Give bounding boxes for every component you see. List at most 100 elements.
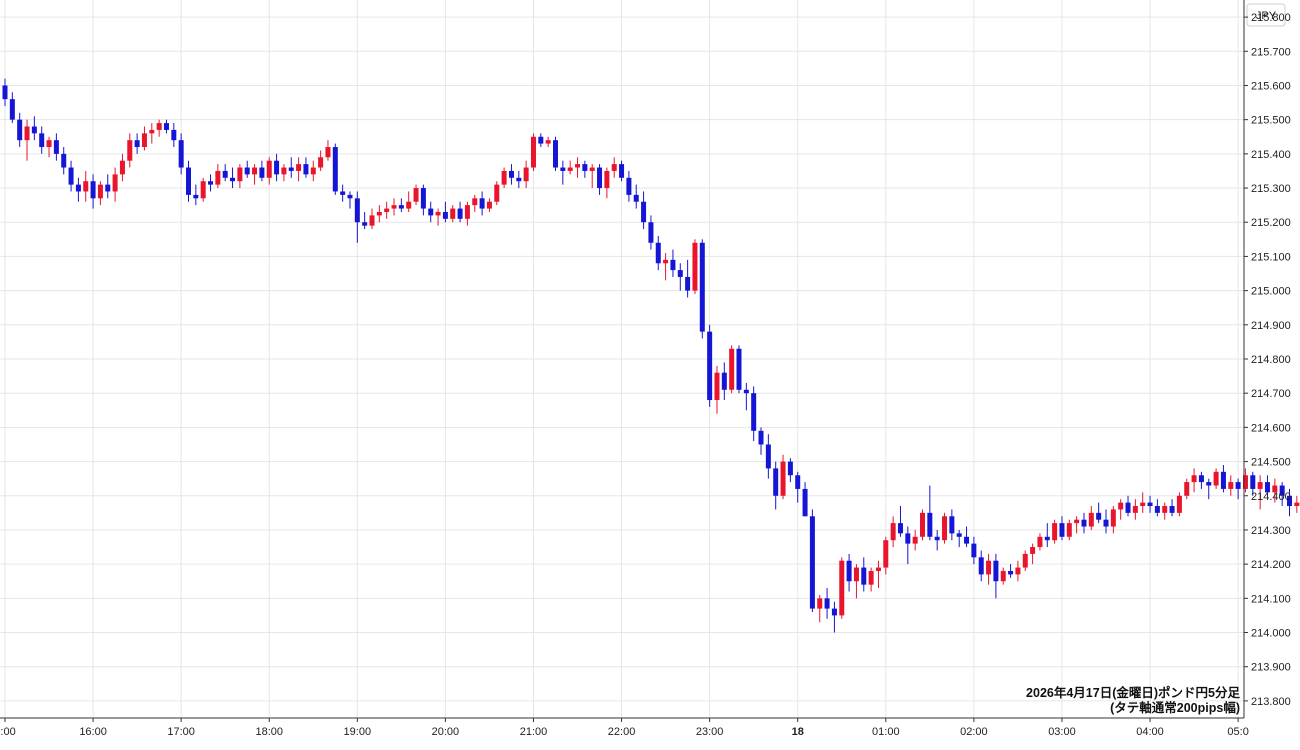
candle-body (46, 140, 52, 148)
y-tick-label: 215.100 (1251, 251, 1291, 263)
candle (1279, 482, 1285, 507)
candle (230, 167, 236, 189)
candle (611, 157, 617, 178)
candle (435, 208, 441, 226)
y-tick-label: 215.400 (1251, 149, 1291, 161)
candle-body (435, 211, 441, 216)
candle-body (75, 184, 81, 192)
candle (1242, 468, 1248, 493)
candle (1140, 492, 1146, 513)
x-tick-label: 19:00 (344, 726, 372, 738)
candle (237, 164, 243, 189)
candle-body (501, 170, 507, 185)
candle-body (809, 516, 815, 609)
candle (391, 198, 397, 216)
candle (134, 133, 140, 154)
candle-body (237, 167, 243, 182)
candle-body (523, 167, 529, 182)
candle (1147, 495, 1153, 513)
candle (964, 526, 970, 548)
candle (9, 92, 15, 124)
candle-body (743, 389, 749, 394)
candle-body (1176, 495, 1182, 513)
currency-label: JPY (1256, 10, 1277, 22)
candle (986, 553, 992, 585)
candle (736, 345, 742, 394)
candle-body (1022, 553, 1028, 568)
candle-body (428, 208, 434, 216)
candle-body (442, 211, 448, 219)
candle-body (406, 201, 412, 209)
candle-body (303, 164, 309, 175)
chart-note-line1: 2026年4月17日(金曜日)ポンド円5分足 (1026, 685, 1240, 700)
candle (362, 211, 368, 230)
candle-body (384, 208, 390, 212)
candle (604, 167, 610, 199)
candle-body (633, 194, 639, 202)
candle-layer (2, 78, 1300, 633)
candle-body (670, 259, 676, 271)
candle-body (24, 126, 30, 141)
candle (215, 164, 221, 189)
candle-body (1037, 536, 1043, 548)
candle (993, 553, 999, 599)
candle-body (707, 331, 713, 401)
candle-body (721, 372, 727, 390)
candle-body (1147, 502, 1153, 507)
candle-body (171, 129, 177, 141)
candle-body (530, 136, 536, 168)
candle-body (149, 129, 155, 134)
candle (663, 253, 669, 281)
candle (1103, 509, 1109, 534)
candle (949, 509, 955, 541)
candle (479, 191, 485, 216)
candle (208, 174, 214, 192)
candle-body (340, 191, 346, 195)
candle (912, 529, 918, 551)
candle-body (1118, 502, 1124, 510)
candle (523, 160, 529, 189)
candle-body (362, 222, 368, 226)
candle (83, 170, 89, 202)
y-tick-labels: 215.800 215.700 215.600 215.500 215.400 215.3… (1244, 12, 1291, 708)
candle (883, 536, 889, 575)
candle-body (1206, 482, 1212, 486)
candle (897, 506, 903, 537)
candle-body (163, 123, 169, 130)
y-tick-label: 214.100 (1251, 593, 1291, 605)
candle-body (817, 598, 823, 609)
candle (1198, 471, 1204, 489)
candle (1030, 543, 1036, 565)
candle (472, 194, 478, 212)
candle (545, 136, 551, 148)
x-tick-labels: 5:00 16:00 17:00 18:00 19:00 20:00 21:00 22:00 2… (0, 718, 1249, 738)
candle-body (971, 543, 977, 558)
y-tick-label: 214.500 (1251, 457, 1291, 469)
candle-body (1103, 519, 1109, 527)
candle (780, 454, 786, 500)
candle-body (17, 119, 23, 141)
candle (303, 157, 309, 178)
candle-body (450, 208, 456, 219)
candle (119, 153, 125, 182)
candle-body (949, 516, 955, 534)
candle-body (1008, 570, 1014, 575)
candle-body (354, 198, 360, 223)
candle-body (736, 348, 742, 390)
candle (861, 557, 867, 592)
candle (641, 191, 647, 230)
candle (553, 136, 558, 171)
candle (1169, 499, 1175, 517)
candle-body (230, 177, 236, 182)
candle (802, 482, 808, 517)
y-tick-label: 214.300 (1251, 525, 1291, 537)
candle-body (1250, 475, 1256, 489)
candle (24, 119, 30, 161)
candle-body (134, 140, 140, 148)
candle-body (1198, 475, 1204, 483)
candle (758, 427, 764, 455)
candle-body (1015, 567, 1021, 575)
candle-body (266, 160, 272, 178)
